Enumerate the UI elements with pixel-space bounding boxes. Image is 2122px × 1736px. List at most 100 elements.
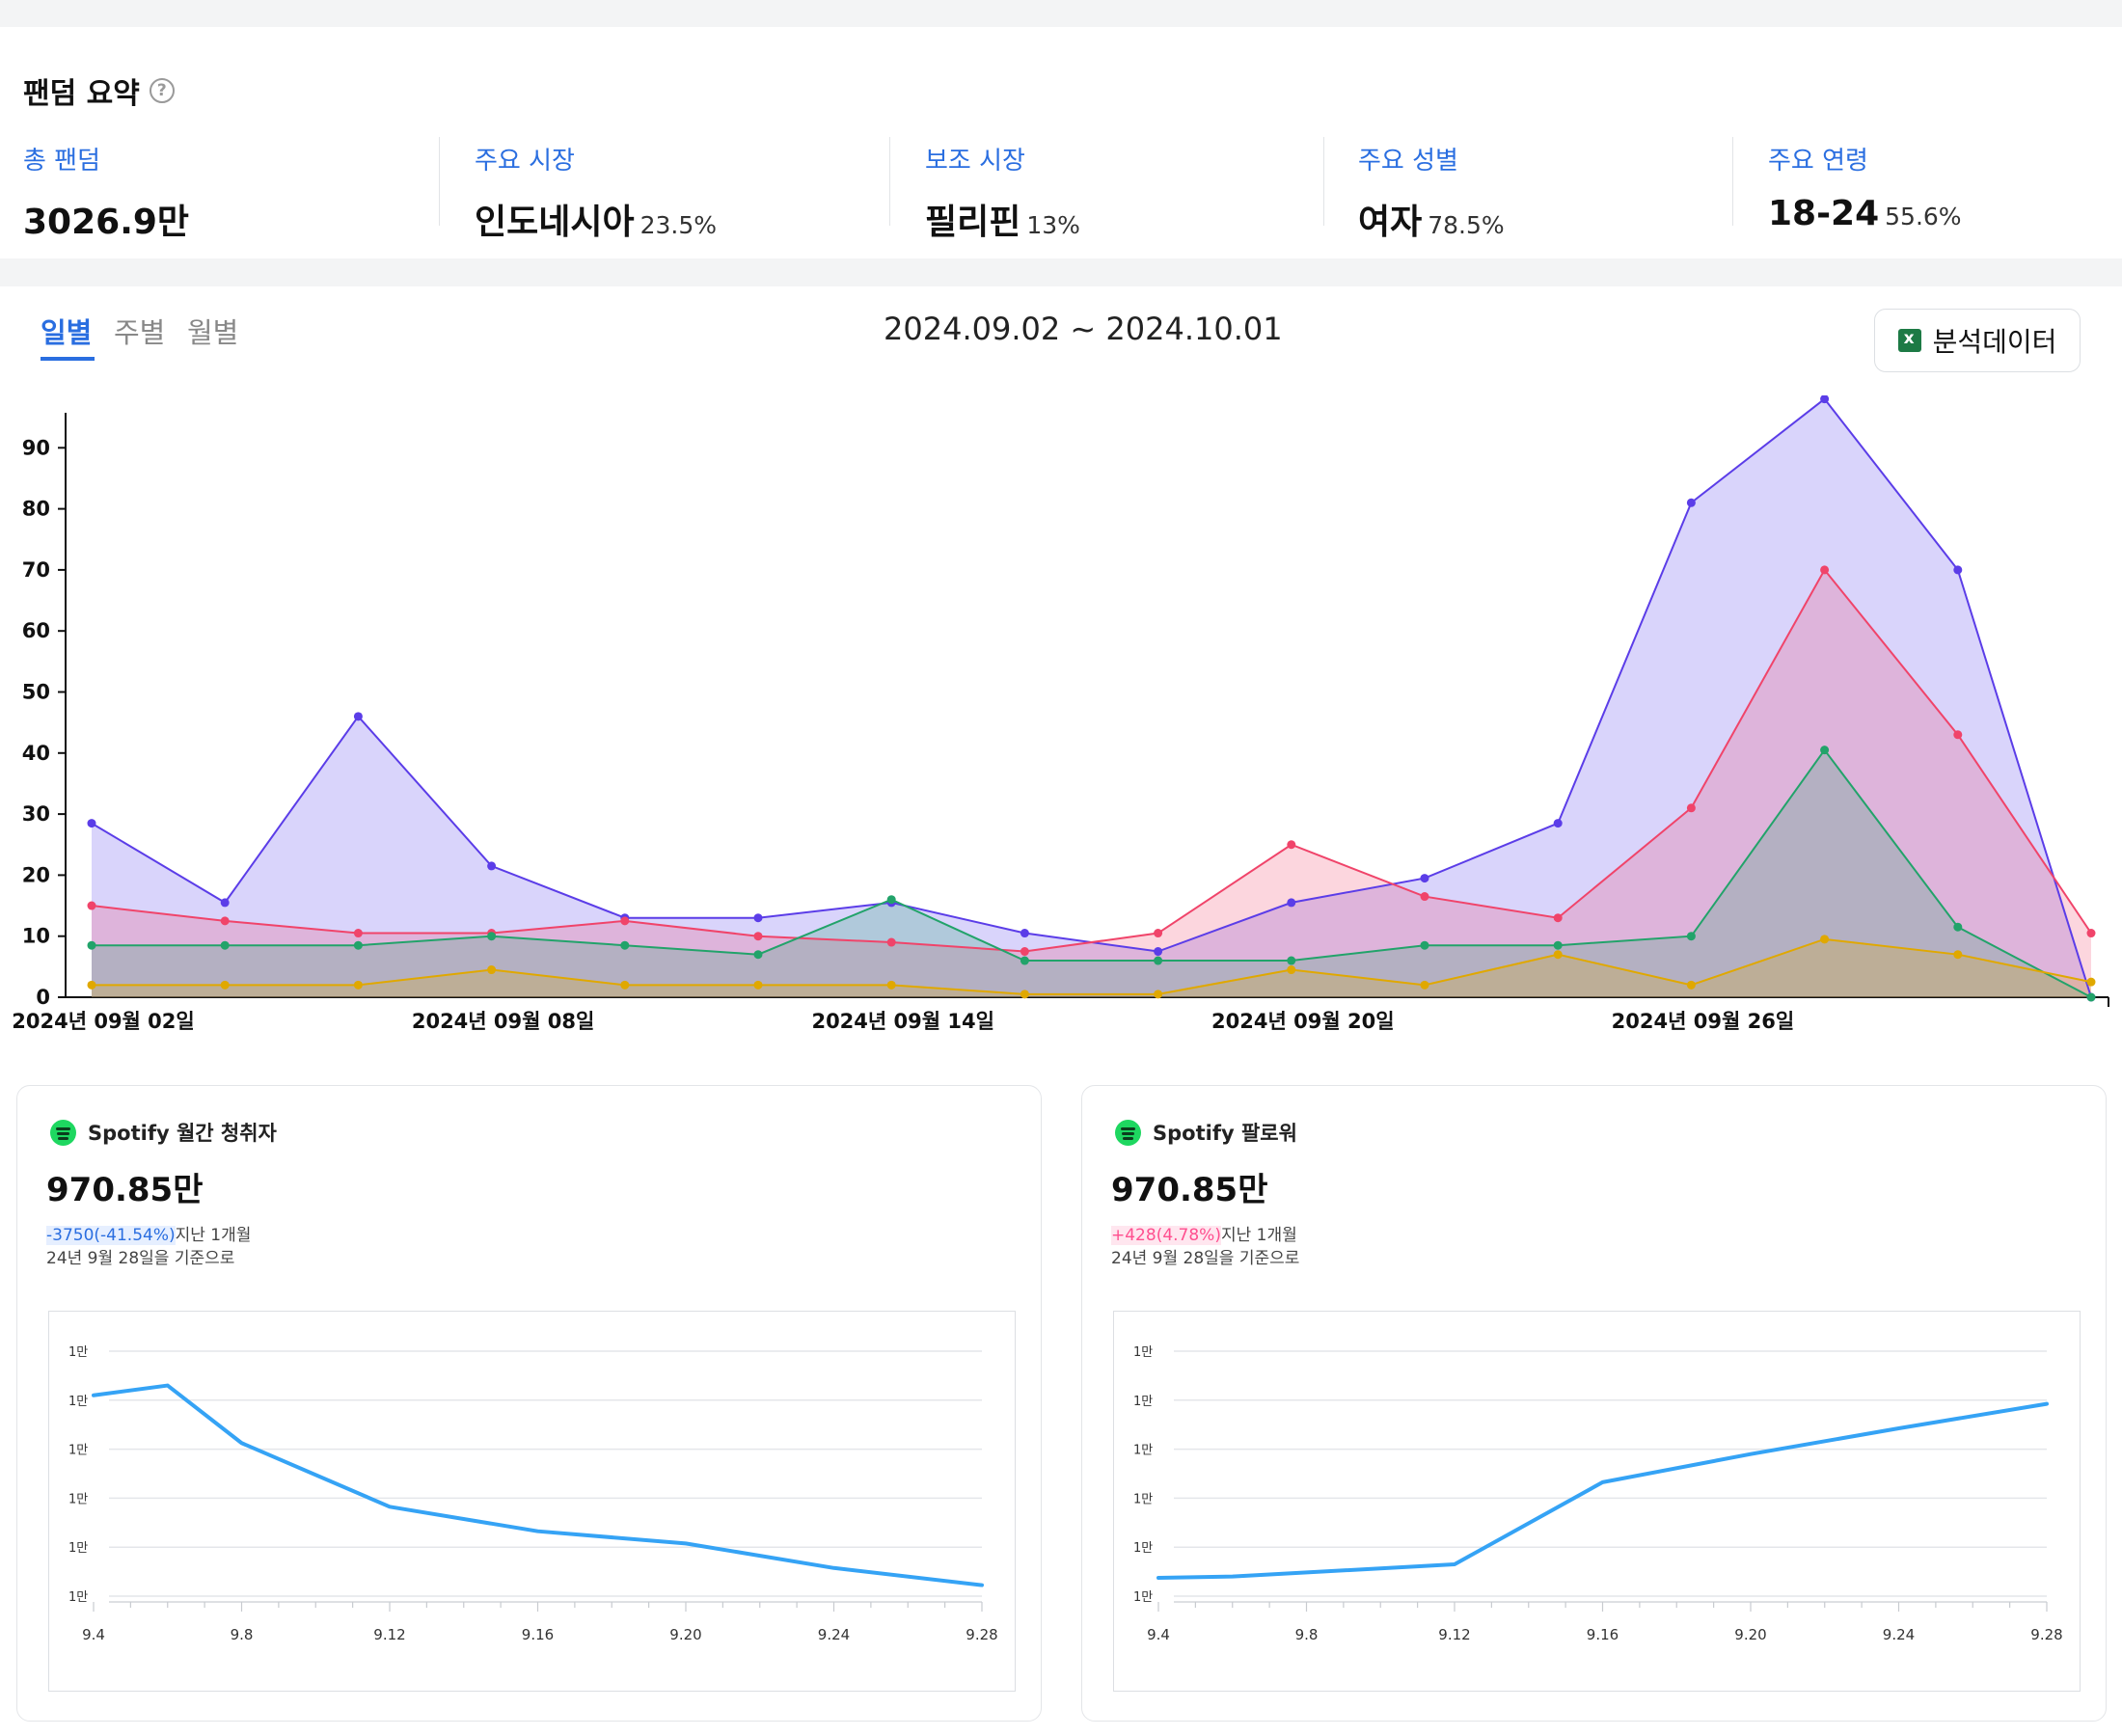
y-tick-label: 1만 [1133, 1492, 1153, 1506]
data-point-purple [1820, 395, 1830, 404]
data-point-green [620, 940, 630, 950]
x-tick-label: 9.8 [1295, 1626, 1319, 1643]
y-tick-label: 1만 [1133, 1590, 1153, 1605]
analysis-data-button[interactable]: 분석데이터 [1874, 309, 2081, 372]
data-point-red [1686, 803, 1696, 813]
data-point-gold [620, 980, 630, 990]
y-tick-label: 1만 [68, 1345, 88, 1360]
y-tick-label: 1만 [68, 1444, 88, 1458]
data-point-green [1420, 940, 1429, 950]
data-point-purple [1553, 819, 1563, 828]
stat-divider [439, 137, 440, 226]
card-change: -3750(-41.54%)지난 1개월 [46, 1221, 251, 1245]
x-tick-label: 2024년 09월 08일 [412, 1010, 594, 1033]
data-point-gold [487, 965, 497, 975]
data-point-purple [1020, 929, 1029, 938]
data-point-purple [487, 861, 497, 871]
stat-value: 3026.9만 [23, 194, 189, 244]
x-tick-label: 9.12 [373, 1626, 405, 1643]
spotify-icon [1115, 1119, 1141, 1146]
x-tick-label: 9.28 [966, 1626, 997, 1643]
data-point-purple [87, 819, 96, 828]
data-point-purple [1154, 947, 1163, 957]
stat-main-value: 18-24 [1768, 194, 1880, 233]
data-point-red [620, 916, 630, 926]
data-point-gold [1686, 980, 1696, 990]
x-tick-label: 9.16 [1587, 1626, 1619, 1643]
series-area-purple [92, 398, 2091, 997]
tab-weekly[interactable]: 주별 [114, 316, 166, 349]
stat-label: 보조 시장 [925, 147, 1025, 176]
data-point-purple [1686, 498, 1696, 507]
x-tick-label: 9.4 [1147, 1626, 1170, 1643]
x-tick-label: 9.8 [231, 1626, 254, 1643]
stat-main-age: 주요 연령 18-24 55.6% [1768, 141, 1962, 233]
question-circle-icon[interactable]: ? [149, 78, 175, 103]
x-tick-label: 9.24 [818, 1626, 850, 1643]
card-basis-date: 24년 9월 28일을 기준으로 [46, 1249, 235, 1268]
stat-main-value: 3026.9만 [23, 203, 190, 242]
data-point-gold [1020, 990, 1029, 999]
series-line [92, 1383, 984, 1587]
x-tick-label: 9.28 [2030, 1626, 2062, 1643]
stat-main-market: 주요 시장 인도네시아 23.5% [475, 141, 717, 244]
data-point-red [886, 937, 896, 947]
data-point-purple [1953, 565, 1963, 575]
data-point-red [2086, 929, 2096, 938]
data-point-green [87, 940, 96, 950]
card-header: Spotify 월간 청취자 [50, 1118, 277, 1147]
stat-divider [1732, 137, 1733, 226]
stat-value: 인도네시아 23.5% [475, 194, 717, 244]
stat-label: 총 팬덤 [23, 147, 101, 176]
data-point-purple [753, 913, 763, 923]
active-tab-underline [41, 357, 95, 361]
x-tick-label: 9.20 [669, 1626, 701, 1643]
y-tick-label: 10 [22, 925, 50, 948]
data-point-gold [886, 980, 896, 990]
date-range[interactable]: 2024.09.02 ~ 2024.10.01 [884, 311, 1283, 347]
data-point-gold [2086, 977, 2096, 987]
data-point-green [1287, 956, 1296, 965]
data-point-gold [1820, 935, 1830, 944]
data-point-red [1553, 913, 1563, 923]
stat-main-value: 여자 [1358, 203, 1423, 242]
y-tick-label: 90 [22, 436, 50, 459]
y-tick-label: 1만 [68, 1541, 88, 1556]
data-point-green [1020, 956, 1029, 965]
y-tick-label: 1만 [68, 1395, 88, 1409]
data-point-red [1953, 730, 1963, 740]
x-tick-label: 2024년 09월 26일 [1612, 1010, 1794, 1033]
data-point-green [1154, 956, 1163, 965]
y-tick-label: 1만 [68, 1492, 88, 1506]
data-point-green [353, 940, 363, 950]
data-point-green [1553, 940, 1563, 950]
mini-chart-frame: 1만 1만 1만 1만 1만 1만 9.4 9.8 9.12 9.16 9.20 9.24 9.28 [1113, 1311, 2081, 1692]
card-title: Spotify 월간 청취자 [88, 1122, 277, 1145]
fandom-summary-label: 팬덤 요약 [23, 77, 140, 111]
stat-percent: 78.5% [1428, 211, 1505, 239]
analysis-data-label: 분석데이터 [1932, 326, 2057, 358]
stat-label: 주요 연령 [1768, 147, 1868, 176]
data-point-gold [753, 980, 763, 990]
data-point-gold [220, 980, 230, 990]
data-point-red [753, 932, 763, 941]
tab-monthly[interactable]: 월별 [187, 316, 239, 349]
section-gray-band [0, 258, 2122, 286]
x-tick-label: 9.16 [522, 1626, 554, 1643]
data-point-gold [1953, 950, 1963, 960]
x-tick-label: 2024년 09월 20일 [1211, 1010, 1394, 1033]
data-point-red [1820, 565, 1830, 575]
x-tick-label: 9.24 [1883, 1626, 1915, 1643]
spotify-icon [50, 1119, 76, 1146]
change-period: 지난 1개월 [175, 1226, 252, 1245]
tab-daily[interactable]: 일별 [41, 316, 93, 349]
y-tick-label: 20 [22, 863, 50, 886]
data-point-purple [1420, 874, 1429, 883]
card-value: 970.85만 [46, 1171, 204, 1209]
y-tick-label: 1만 [1133, 1395, 1153, 1409]
stat-main-value: 인도네시아 [475, 203, 635, 242]
data-point-green [487, 932, 497, 941]
stat-total-fandom: 총 팬덤 3026.9만 [23, 141, 189, 244]
y-tick-label: 1만 [1133, 1541, 1153, 1556]
x-tick-label: 2024년 09월 02일 [12, 1010, 194, 1033]
